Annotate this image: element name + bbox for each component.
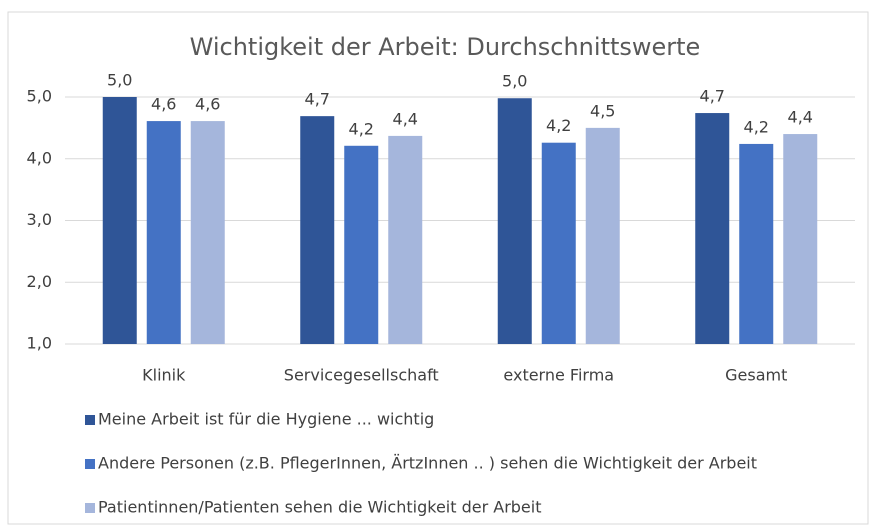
bar [695, 113, 730, 345]
bar [102, 97, 137, 344]
legend-label: Meine Arbeit ist für die Hygiene ... wic… [98, 410, 434, 429]
bar [541, 142, 576, 344]
data-label: 5,0 [107, 71, 132, 90]
bar [344, 145, 379, 344]
bar [585, 127, 620, 344]
bar [388, 135, 423, 344]
legend-marker [85, 503, 95, 513]
data-label: 4,4 [393, 109, 418, 128]
chart-title: Wichtigkeit der Arbeit: Durchschnittswer… [190, 33, 701, 61]
y-tick-label: 3,0 [27, 210, 52, 229]
data-label: 4,5 [590, 101, 615, 120]
legend-label: Patientinnen/Patienten sehen die Wichtig… [98, 498, 542, 517]
data-label: 4,7 [700, 87, 725, 106]
bar [783, 134, 818, 344]
data-label: 5,0 [502, 72, 527, 91]
data-label: 4,4 [788, 108, 813, 127]
data-label: 4,2 [744, 117, 769, 136]
x-tick-label: Gesamt [725, 366, 787, 385]
x-tick-label: Servicegesellschaft [284, 366, 439, 385]
bar [146, 121, 181, 345]
data-label: 4,2 [546, 116, 571, 135]
bar [497, 98, 532, 344]
data-label: 4,6 [195, 95, 220, 114]
y-tick-label: 4,0 [27, 148, 52, 167]
x-tick-label: Klinik [142, 366, 186, 385]
bar [190, 121, 225, 345]
data-label: 4,6 [151, 95, 176, 114]
legend-marker [85, 459, 95, 469]
x-tick-label: externe Firma [503, 366, 614, 385]
y-tick-label: 1,0 [27, 334, 52, 353]
legend-marker [85, 415, 95, 425]
bar [300, 116, 335, 344]
y-tick-label: 5,0 [27, 87, 52, 106]
bar [739, 143, 774, 344]
data-label: 4,7 [305, 90, 330, 109]
chart-border [7, 11, 869, 525]
y-tick-label: 2,0 [27, 272, 52, 291]
legend-label: Andere Personen (z.B. PflegerInnen, Ärtz… [98, 454, 757, 473]
data-label: 4,2 [349, 119, 374, 138]
